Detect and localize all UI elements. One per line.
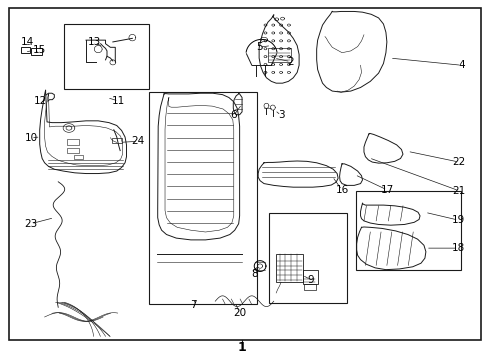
Bar (66, 148, 79, 153)
Text: 24: 24 (131, 136, 144, 146)
Bar (21, 47, 30, 53)
Text: 17: 17 (380, 185, 393, 195)
Text: 14: 14 (21, 37, 34, 47)
Bar (74, 155, 82, 159)
Text: 16: 16 (335, 185, 348, 195)
Bar (64, 24, 149, 89)
Bar (303, 270, 317, 284)
Bar (149, 92, 256, 304)
Text: 10: 10 (24, 133, 38, 143)
Bar (66, 139, 79, 145)
Text: 1: 1 (237, 341, 246, 354)
Text: 23: 23 (24, 219, 38, 229)
Text: 9: 9 (307, 275, 313, 285)
Text: 5: 5 (255, 42, 262, 52)
Text: 18: 18 (451, 243, 464, 253)
Text: 2: 2 (287, 57, 294, 67)
Bar (355, 192, 460, 270)
Text: 12: 12 (34, 96, 47, 106)
Bar (304, 284, 316, 291)
Text: 7: 7 (190, 300, 196, 310)
Text: 8: 8 (250, 269, 257, 279)
Text: 3: 3 (277, 111, 284, 121)
Text: 22: 22 (451, 157, 465, 167)
Bar (268, 213, 346, 303)
Bar (31, 48, 41, 55)
Text: 15: 15 (33, 45, 46, 55)
Text: 20: 20 (233, 308, 245, 318)
Bar (276, 253, 303, 282)
Text: 6: 6 (230, 111, 237, 121)
Bar (267, 48, 291, 62)
Text: 11: 11 (112, 96, 125, 106)
Text: 4: 4 (457, 60, 464, 70)
Text: 21: 21 (451, 186, 465, 196)
Text: 13: 13 (88, 37, 101, 47)
Bar (112, 138, 122, 143)
Text: 19: 19 (451, 215, 464, 225)
